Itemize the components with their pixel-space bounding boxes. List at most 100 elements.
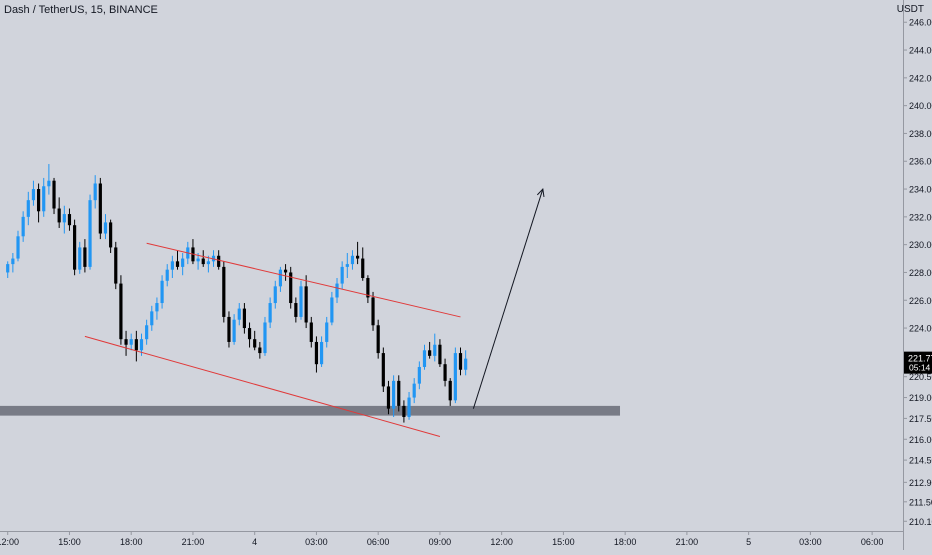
candle[interactable] [222, 261, 226, 323]
candle[interactable] [11, 252, 15, 273]
candle[interactable] [268, 297, 272, 329]
candle[interactable] [78, 241, 82, 274]
candle[interactable] [62, 205, 66, 234]
candle[interactable] [340, 261, 344, 290]
candle[interactable] [155, 297, 159, 320]
projection-arrow[interactable] [472, 187, 545, 409]
candle[interactable] [345, 252, 349, 279]
time-axis[interactable]: 12:00 15:00 18:00 21:00 4 03:00 06:00 09:00 12:0… [0, 531, 883, 547]
candle[interactable] [237, 303, 241, 326]
candle[interactable] [397, 375, 401, 412]
candle[interactable] [386, 380, 391, 415]
candle[interactable] [392, 375, 396, 418]
candle[interactable] [232, 314, 236, 345]
candle[interactable] [26, 191, 30, 226]
price-axis[interactable]: 246.00 244.00 242.00 240.00 238.00 236.00 234.… [903, 18, 932, 527]
candle[interactable] [98, 177, 102, 240]
candle[interactable] [361, 247, 365, 281]
candle[interactable] [165, 264, 169, 287]
candle[interactable] [36, 183, 41, 223]
candle[interactable] [407, 391, 411, 420]
candle[interactable] [201, 250, 205, 267]
candle[interactable] [273, 280, 277, 309]
candle[interactable] [376, 319, 380, 359]
candle[interactable] [150, 305, 154, 331]
arrow-shaft [472, 188, 544, 409]
candle[interactable] [6, 261, 10, 279]
candle[interactable] [278, 266, 283, 292]
candle[interactable] [263, 316, 267, 356]
candle[interactable] [119, 275, 123, 345]
candle[interactable] [412, 378, 416, 404]
candle-body [16, 236, 20, 259]
candle[interactable] [417, 361, 421, 390]
candle[interactable] [289, 266, 293, 309]
candle[interactable] [93, 175, 97, 209]
candle[interactable] [73, 219, 77, 276]
candle[interactable] [453, 347, 457, 404]
candle[interactable] [438, 339, 442, 367]
candle[interactable] [299, 280, 303, 320]
candle[interactable] [129, 333, 133, 351]
candle[interactable] [319, 336, 324, 367]
candle[interactable] [114, 241, 118, 290]
candle[interactable] [170, 255, 174, 279]
candle[interactable] [247, 322, 252, 348]
candle[interactable] [304, 275, 308, 329]
candle[interactable] [350, 250, 355, 270]
candle[interactable] [21, 211, 25, 242]
candle-body [397, 380, 401, 406]
candle-body [412, 383, 416, 398]
candle[interactable] [31, 180, 36, 206]
candle[interactable] [335, 278, 339, 304]
channel-lower-line[interactable] [84, 335, 441, 437]
candle[interactable] [458, 347, 463, 376]
candle[interactable] [206, 255, 210, 273]
candle[interactable] [422, 344, 427, 370]
candle[interactable] [103, 214, 108, 240]
candle[interactable] [160, 275, 164, 309]
candle[interactable] [47, 164, 51, 195]
candle[interactable] [428, 341, 432, 359]
candle[interactable] [381, 347, 385, 392]
candle[interactable] [294, 297, 298, 323]
candle[interactable] [109, 219, 113, 253]
candle[interactable] [67, 208, 72, 231]
candle[interactable] [366, 275, 370, 304]
candle-body [309, 322, 313, 342]
candle[interactable] [57, 197, 61, 228]
candle[interactable] [124, 330, 128, 356]
candle[interactable] [52, 177, 56, 215]
candle[interactable] [175, 250, 180, 270]
channel-upper-line[interactable] [146, 242, 461, 318]
candle[interactable] [464, 350, 468, 376]
candle[interactable] [83, 239, 87, 273]
candle[interactable] [16, 230, 20, 262]
candle[interactable] [283, 264, 288, 281]
candle[interactable] [330, 291, 334, 326]
candle[interactable] [253, 330, 257, 351]
candle[interactable] [88, 194, 92, 270]
candle[interactable] [42, 177, 46, 217]
time-tick-label: 21:00 [182, 537, 205, 547]
candle[interactable] [314, 336, 319, 373]
candle[interactable] [371, 291, 375, 331]
candle[interactable] [356, 241, 360, 265]
support-zone[interactable] [0, 405, 621, 416]
candle[interactable] [402, 400, 406, 423]
candle[interactable] [242, 303, 246, 334]
candle-body [206, 261, 210, 265]
candle[interactable] [448, 378, 452, 406]
candle[interactable] [325, 316, 329, 348]
candle-body [109, 222, 113, 248]
candle[interactable] [443, 358, 447, 387]
candle[interactable] [181, 252, 185, 276]
candle[interactable] [134, 330, 138, 362]
candle[interactable] [227, 311, 231, 348]
candle-body [155, 303, 159, 312]
candle[interactable] [145, 319, 149, 345]
candle[interactable] [258, 341, 262, 359]
candle[interactable] [433, 333, 437, 362]
candle[interactable] [309, 316, 313, 348]
